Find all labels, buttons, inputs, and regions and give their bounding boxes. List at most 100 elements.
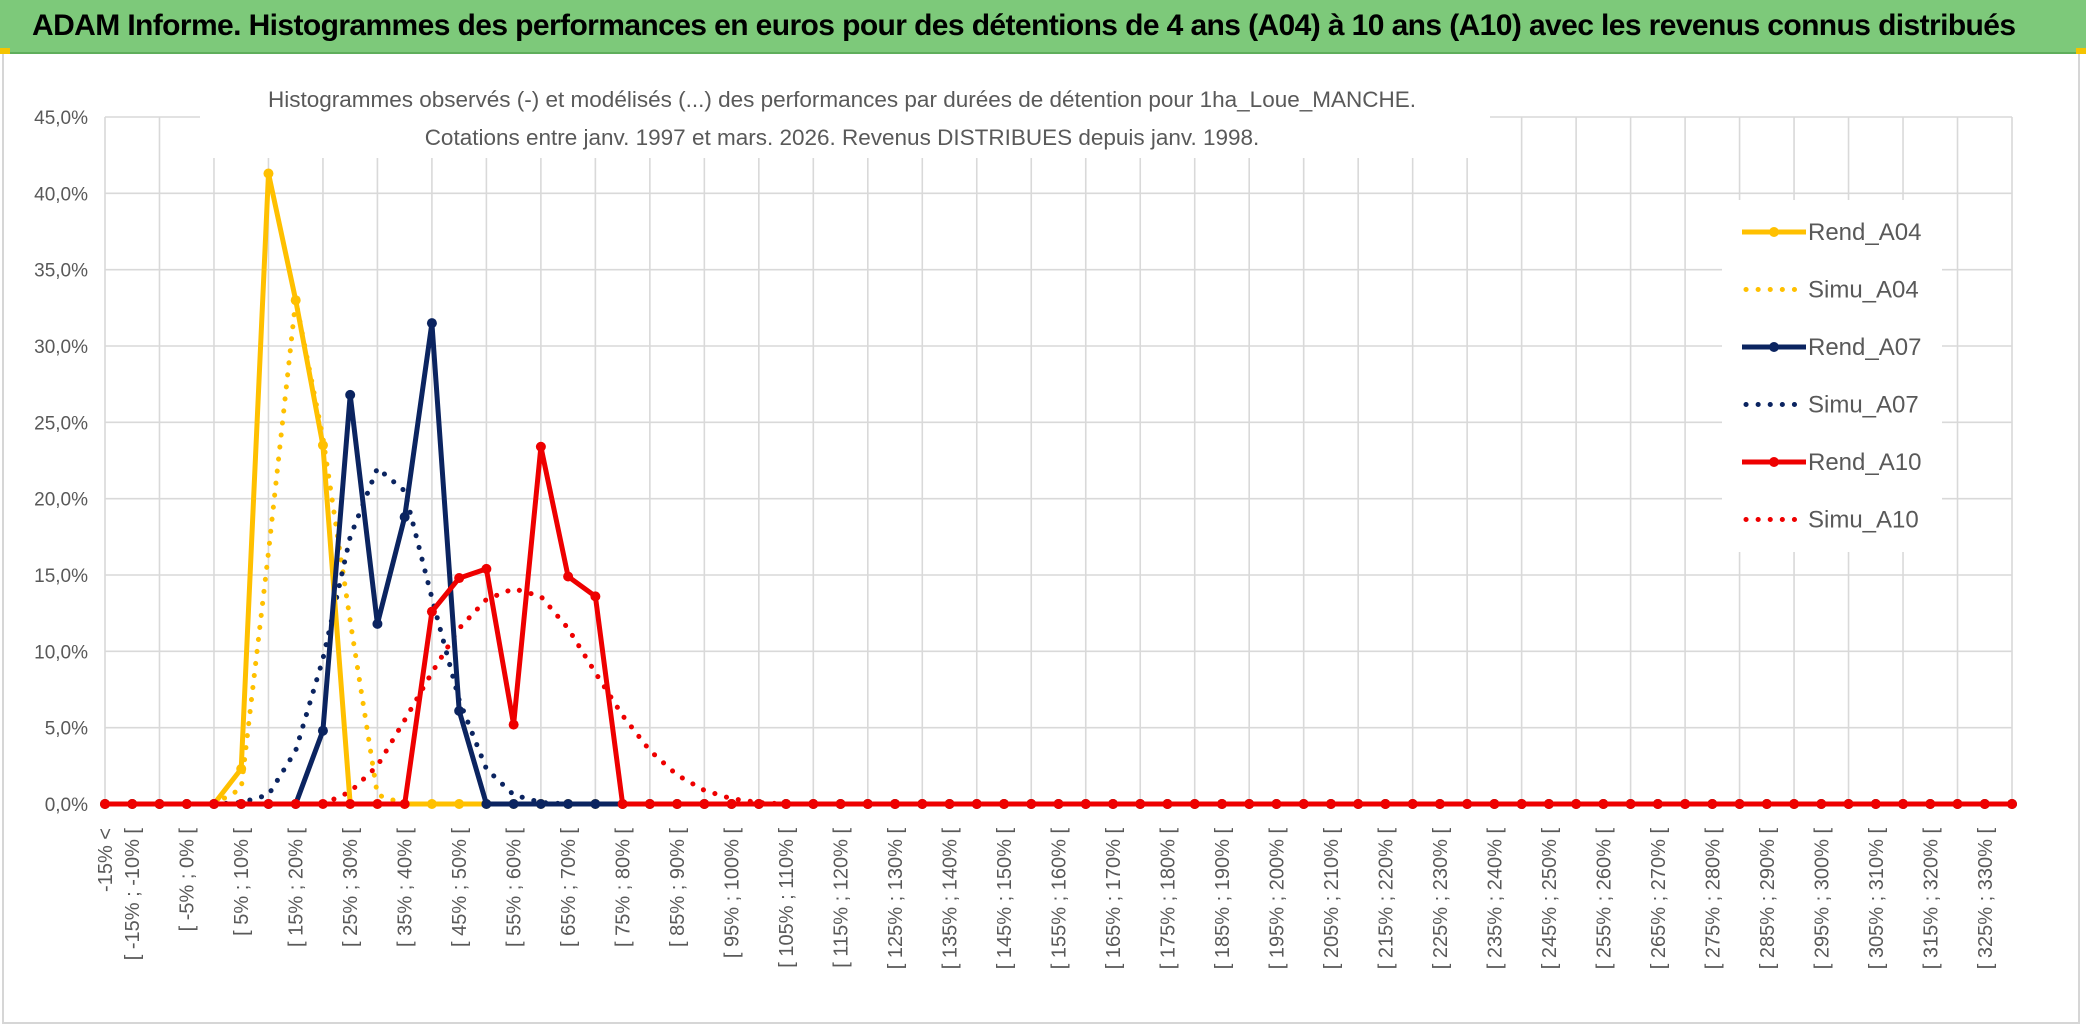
data-point-rend-a10 [1952, 799, 1963, 809]
x-tick-label: [ 325% ; 330% [ [1975, 828, 1997, 970]
data-point-rend-a04 [290, 295, 301, 306]
x-tick-label: [ 175% ; 180% [ [1157, 828, 1179, 970]
data-point-rend-a07 [481, 799, 492, 809]
data-point-rend-a07 [590, 799, 601, 809]
data-point-rend-a10 [2007, 799, 2017, 809]
data-point-rend-a10 [1707, 799, 1718, 809]
data-point-rend-a10 [590, 591, 601, 602]
data-point-rend-a10 [1462, 799, 1473, 809]
x-axis-ticks: -15% <[ -15% ; -10% [[ -5% ; 0% [[ 5% ; … [95, 828, 1997, 970]
x-tick-label: [ 25% ; 30% [ [340, 828, 362, 947]
y-tick-label: 40,0% [34, 184, 88, 205]
x-tick-label: [ 205% ; 210% [ [1321, 828, 1343, 970]
x-tick-label: [ 105% ; 110% [ [776, 828, 798, 968]
y-tick-label: 15,0% [34, 566, 88, 587]
corner-marker-right [2076, 48, 2086, 54]
data-point-rend-a10 [1734, 799, 1745, 809]
data-point-rend-a10 [1516, 799, 1527, 809]
data-point-rend-a04 [454, 799, 465, 809]
data-point-rend-a10 [617, 799, 628, 809]
y-tick-label: 25,0% [34, 413, 88, 434]
data-point-rend-a10 [1135, 799, 1146, 809]
data-point-rend-a10 [1380, 799, 1391, 809]
y-tick-label: 20,0% [34, 490, 88, 511]
data-point-rend-a10 [726, 799, 737, 809]
data-point-rend-a07 [372, 618, 383, 629]
data-point-rend-a04 [263, 168, 274, 179]
data-point-rend-a04 [317, 440, 328, 451]
data-point-rend-a10 [481, 563, 492, 574]
data-point-rend-a10 [454, 573, 465, 584]
x-tick-label: [ 125% ; 130% [ [885, 828, 907, 970]
data-point-rend-a10 [1816, 799, 1827, 809]
data-point-rend-a07 [399, 511, 410, 522]
x-tick-label: [ 65% ; 70% [ [558, 828, 580, 947]
data-point-rend-a10 [1843, 799, 1854, 809]
data-point-rend-a10 [917, 799, 928, 809]
data-point-rend-a10 [1571, 799, 1582, 809]
x-tick-label: [ 215% ; 220% [ [1375, 828, 1397, 970]
data-point-rend-a10 [1162, 799, 1173, 809]
data-point-rend-a10 [890, 799, 901, 809]
chart-title-box: Histogrammes observés (-) et modélisés (… [200, 78, 1490, 158]
data-point-rend-a10 [1216, 799, 1227, 809]
legend-label-rend-a07: Rend_A07 [1808, 334, 1921, 361]
data-point-rend-a10 [1434, 799, 1445, 809]
x-tick-label: [ 165% ; 170% [ [1103, 828, 1125, 970]
data-point-rend-a10 [1543, 799, 1554, 809]
x-tick-label: [ -5% ; 0% [ [177, 828, 199, 932]
data-point-rend-a10 [127, 799, 138, 809]
data-point-rend-a10 [1870, 799, 1881, 809]
y-tick-label: 10,0% [34, 642, 88, 663]
y-tick-label: 30,0% [34, 337, 88, 358]
x-tick-label: [ 195% ; 200% [ [1266, 828, 1288, 970]
data-point-rend-a10 [1244, 799, 1255, 809]
x-tick-label: [ 265% ; 270% [ [1648, 828, 1670, 970]
data-point-rend-a07 [454, 705, 465, 716]
data-point-rend-a10 [317, 799, 328, 809]
data-point-rend-a10 [1189, 799, 1200, 809]
legend-label-rend-a10: Rend_A10 [1808, 449, 1921, 476]
x-tick-label: [ 75% ; 80% [ [613, 828, 635, 947]
data-point-rend-a07 [426, 318, 437, 329]
legend-label-rend-a04: Rend_A04 [1808, 219, 1921, 246]
data-point-rend-a10 [699, 799, 710, 809]
data-point-rend-a10 [753, 799, 764, 809]
x-tick-label: [ 145% ; 150% [ [994, 828, 1016, 970]
x-tick-label: [ 5% ; 10% [ [231, 828, 253, 936]
data-point-rend-a10 [1625, 799, 1636, 809]
data-point-rend-a10 [1898, 799, 1909, 809]
data-point-rend-a10 [236, 799, 247, 809]
data-point-rend-a10 [1761, 799, 1772, 809]
x-tick-label: [ 55% ; 60% [ [504, 828, 526, 947]
legend-label-simu-a04: Simu_A04 [1808, 277, 1919, 304]
data-point-rend-a10 [672, 799, 683, 809]
chart-legend: Rend_A04 Simu_A04 Rend_A07 Simu_A07 Rend_A10… [1722, 200, 1942, 552]
data-point-rend-a10 [426, 606, 437, 617]
x-tick-label: [ 45% ; 50% [ [449, 828, 471, 947]
data-point-rend-a07 [563, 799, 574, 809]
x-tick-label: [ 235% ; 240% [ [1484, 828, 1506, 970]
report-banner: ADAM Informe. Histogrammes des performan… [0, 0, 2086, 54]
data-point-rend-a10 [1979, 799, 1990, 809]
data-point-rend-a10 [862, 799, 873, 809]
legend-marker-rend-a07 [1769, 342, 1779, 352]
data-point-rend-a10 [1298, 799, 1309, 809]
legend-marker-rend-a10 [1769, 457, 1779, 467]
x-tick-label: [ 95% ; 100% [ [722, 828, 744, 959]
y-tick-label: 45,0% [34, 108, 88, 129]
data-point-rend-a10 [345, 799, 356, 809]
chart-title-line-1: Histogrammes observés (-) et modélisés (… [268, 87, 1416, 112]
data-point-rend-a10 [535, 441, 546, 452]
data-point-rend-a07 [345, 389, 356, 400]
data-point-rend-a10 [1325, 799, 1336, 809]
y-tick-label: 5,0% [45, 719, 88, 740]
corner-marker-left [0, 48, 10, 54]
data-point-rend-a10 [1789, 799, 1800, 809]
x-tick-label: [ 115% ; 120% [ [831, 828, 853, 968]
data-point-rend-a10 [781, 799, 792, 809]
data-point-rend-a10 [835, 799, 846, 809]
y-tick-label: 0,0% [45, 795, 88, 816]
data-point-rend-a10 [154, 799, 165, 809]
x-tick-label: -15% < [95, 828, 117, 892]
